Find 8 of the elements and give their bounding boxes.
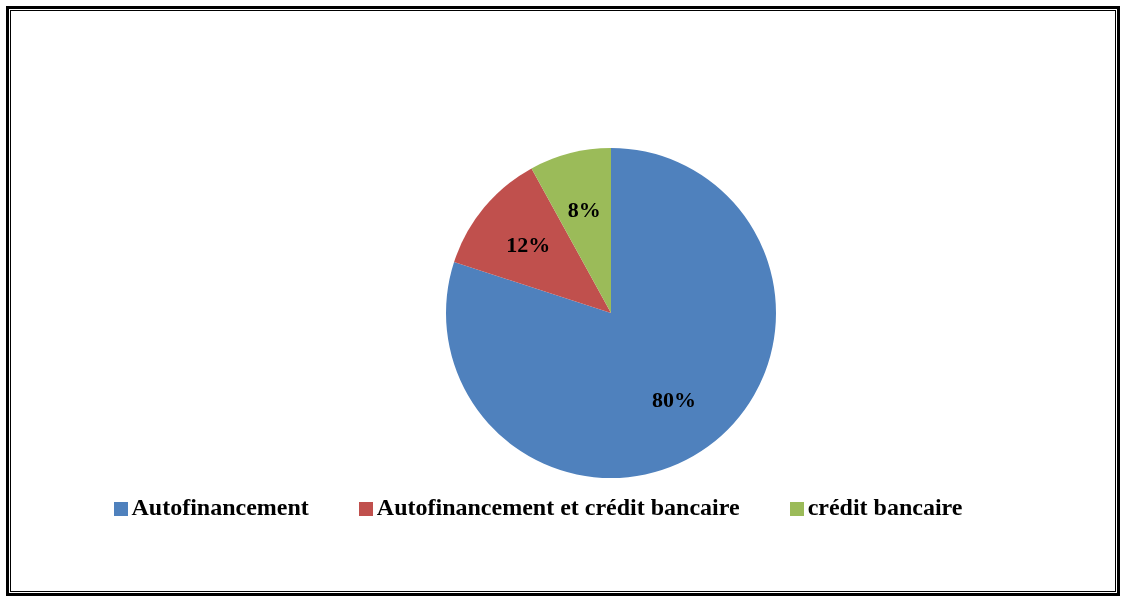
data-label: 8%	[567, 196, 601, 222]
legend-label: Autofinancement et crédit bancaire	[376, 494, 740, 520]
legend-label: crédit bancaire	[807, 494, 963, 520]
pie-slice	[454, 168, 611, 313]
data-label: 12%	[506, 232, 551, 258]
data-label: 80%	[652, 387, 697, 413]
legend-label: Autofinancement	[131, 494, 309, 520]
pie-slice	[446, 148, 776, 478]
